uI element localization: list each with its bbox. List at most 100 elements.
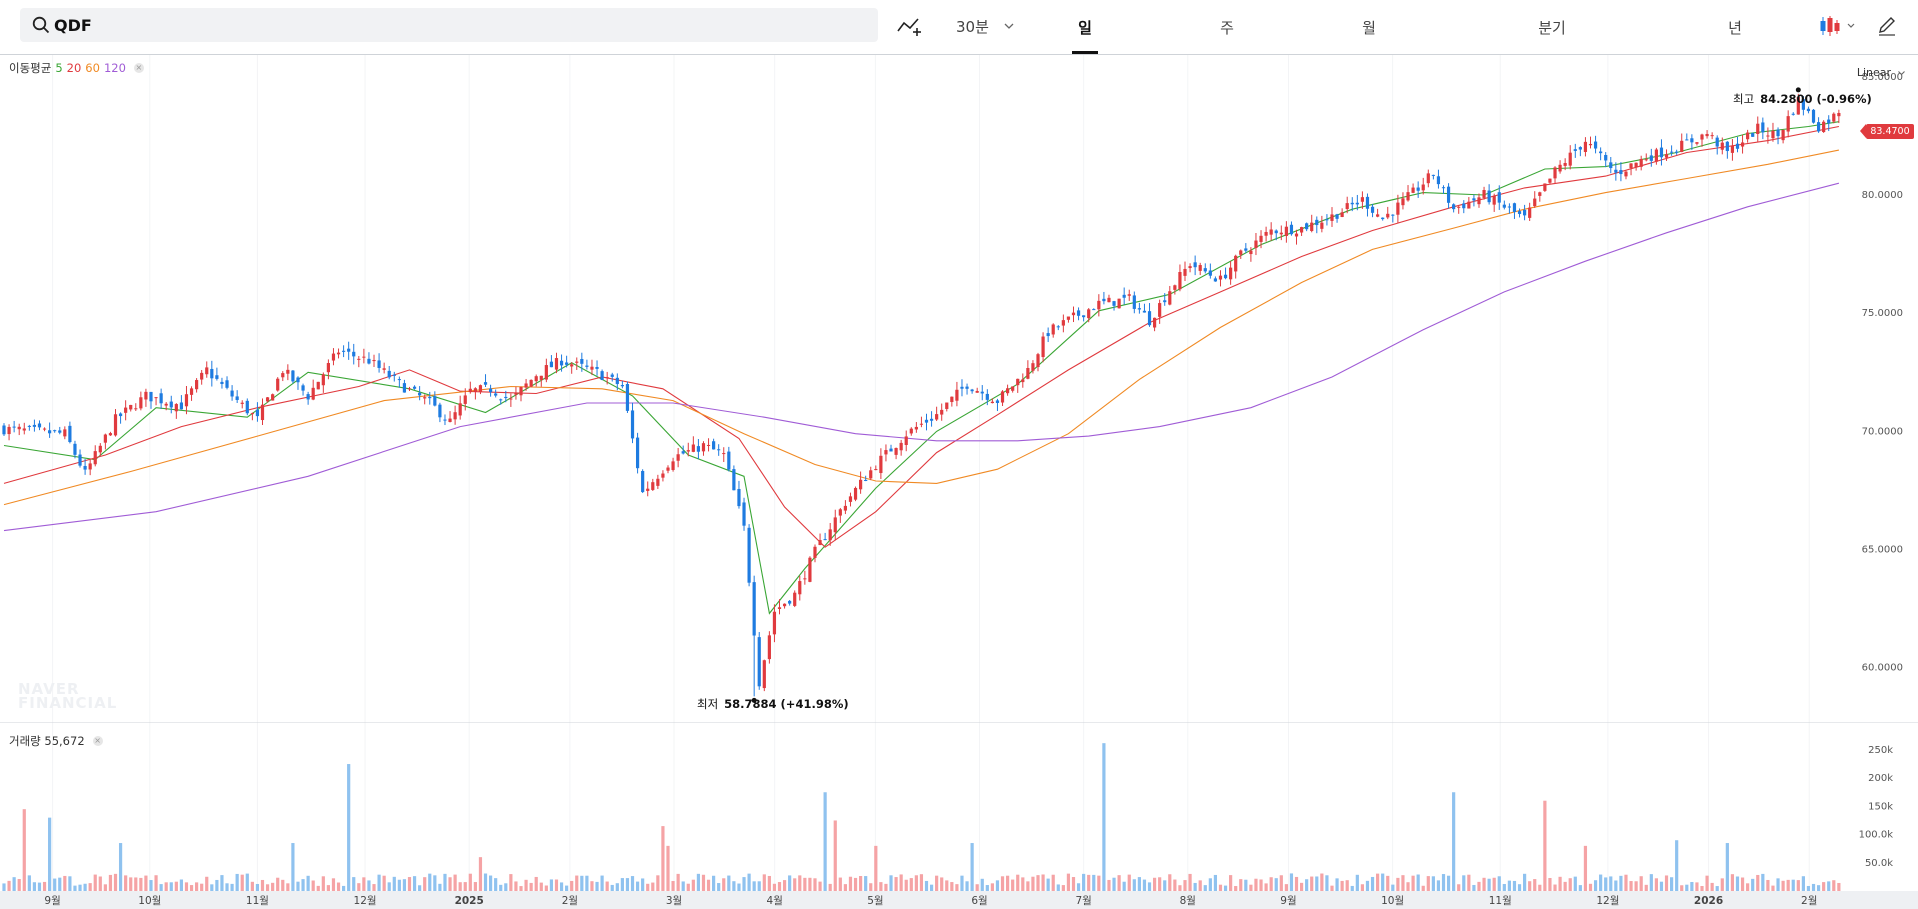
- volume-bars: [2, 743, 1841, 891]
- candle-body: [1654, 149, 1658, 162]
- volume-bar: [1411, 875, 1415, 891]
- tab-day[interactable]: 일: [1060, 0, 1110, 54]
- candle-body: [519, 387, 523, 396]
- tab-quarter[interactable]: 분기: [1527, 0, 1577, 54]
- candle-body: [1299, 227, 1304, 233]
- candle-body: [625, 384, 630, 411]
- volume-bar: [1092, 874, 1096, 891]
- volume-bar: [306, 875, 310, 891]
- price-tick-label: 65.0000: [1862, 545, 1903, 556]
- volume-bar: [382, 875, 386, 891]
- candle-body: [1173, 285, 1177, 290]
- candle-body: [1457, 206, 1461, 208]
- volume-bar: [980, 878, 984, 891]
- volume-bar: [1218, 884, 1223, 891]
- candle-body: [696, 446, 701, 452]
- close-icon[interactable]: ×: [133, 63, 144, 73]
- candle-body: [940, 409, 944, 415]
- candle-body: [559, 360, 564, 366]
- candle-body: [331, 353, 336, 361]
- candle-body: [118, 413, 123, 417]
- volume-bar: [499, 884, 503, 891]
- candle-body: [1036, 354, 1040, 368]
- volume-bar: [1365, 880, 1370, 891]
- tab-week[interactable]: 주: [1202, 0, 1252, 54]
- volume-bar: [68, 876, 72, 891]
- candle-body: [1087, 309, 1091, 319]
- volume-bar: [1259, 879, 1263, 891]
- candle-body: [1188, 266, 1192, 269]
- volume-bar: [402, 879, 407, 891]
- price-chart[interactable]: 85.0000 80.0000 75.0000 70.0000 65.0000 60.00…: [0, 55, 1918, 723]
- candle-body: [1345, 203, 1349, 209]
- candle-body: [306, 394, 310, 400]
- candle-body: [42, 428, 47, 430]
- candle-body: [483, 382, 488, 385]
- candle-body: [1837, 112, 1841, 117]
- date-tick-label: 3월: [666, 895, 682, 907]
- candle-body: [326, 363, 330, 373]
- candle-body: [139, 397, 143, 409]
- close-icon[interactable]: ×: [92, 736, 103, 746]
- volume-bar: [1695, 882, 1699, 891]
- volume-bar: [301, 879, 305, 891]
- candle-body: [184, 394, 189, 407]
- high-label: 최고: [1733, 92, 1755, 106]
- volume-bar: [605, 881, 609, 891]
- candle-body: [919, 423, 924, 425]
- volume-bar: [965, 881, 969, 891]
- add-indicator-button[interactable]: [896, 10, 924, 42]
- volume-bar: [1725, 843, 1729, 891]
- draw-tool-button[interactable]: [1876, 10, 1898, 42]
- chart-type-button[interactable]: [1818, 10, 1856, 42]
- candle-body: [585, 365, 589, 367]
- volume-tick-label: 100.0k: [1859, 830, 1894, 841]
- candle-body: [1446, 186, 1451, 203]
- candle-body: [271, 394, 275, 401]
- tab-month[interactable]: 월: [1344, 0, 1394, 54]
- volume-bar: [1629, 881, 1633, 891]
- volume-bar: [1244, 879, 1248, 891]
- candle-body: [1005, 388, 1010, 394]
- candle-body: [1771, 130, 1775, 139]
- candle-body: [1796, 97, 1800, 115]
- candle-body: [965, 386, 969, 389]
- candle-body: [1117, 298, 1121, 309]
- scale-select[interactable]: Linear: [1857, 66, 1906, 79]
- date-tick-label: 2월: [562, 895, 578, 907]
- candle-body: [1639, 158, 1643, 167]
- ma-60-line: [3, 149, 1840, 506]
- candle-body: [1026, 367, 1030, 379]
- volume-bar: [929, 884, 934, 891]
- candle-body: [1761, 122, 1765, 133]
- search-input[interactable]: [54, 8, 834, 42]
- volume-bar: [1563, 881, 1567, 891]
- volume-bar: [1735, 876, 1740, 891]
- candle-body: [1396, 202, 1400, 215]
- volume-chart[interactable]: 250k 200k 150k 100.0k 50.0k 9월 10월 11월 12월 2025 2…: [0, 723, 1918, 909]
- candle-body: [1512, 203, 1517, 212]
- volume-bar: [265, 884, 270, 891]
- candle-body: [1061, 320, 1065, 326]
- volume-bar: [78, 884, 82, 891]
- candle-body: [1593, 141, 1598, 149]
- candle-body: [468, 388, 472, 393]
- candle-body: [838, 509, 842, 516]
- volume-bar: [686, 883, 690, 891]
- candle-body: [747, 527, 751, 583]
- volume-bar: [853, 877, 858, 891]
- date-tick-label: 10월: [1381, 895, 1404, 907]
- low-label: 최저: [697, 697, 719, 711]
- volume-bar: [53, 878, 57, 891]
- candle-body: [509, 398, 513, 400]
- candle-body: [336, 352, 341, 355]
- volume-bar: [1553, 884, 1557, 891]
- price-tick-label: 60.0000: [1862, 663, 1903, 674]
- candle-body: [1107, 297, 1111, 303]
- tab-year[interactable]: 년: [1710, 0, 1760, 54]
- candle-body: [554, 358, 559, 370]
- interval-select[interactable]: 30분: [956, 10, 1015, 42]
- volume-bar: [1208, 878, 1212, 891]
- volume-bar: [1223, 885, 1228, 891]
- search-box[interactable]: [20, 8, 878, 42]
